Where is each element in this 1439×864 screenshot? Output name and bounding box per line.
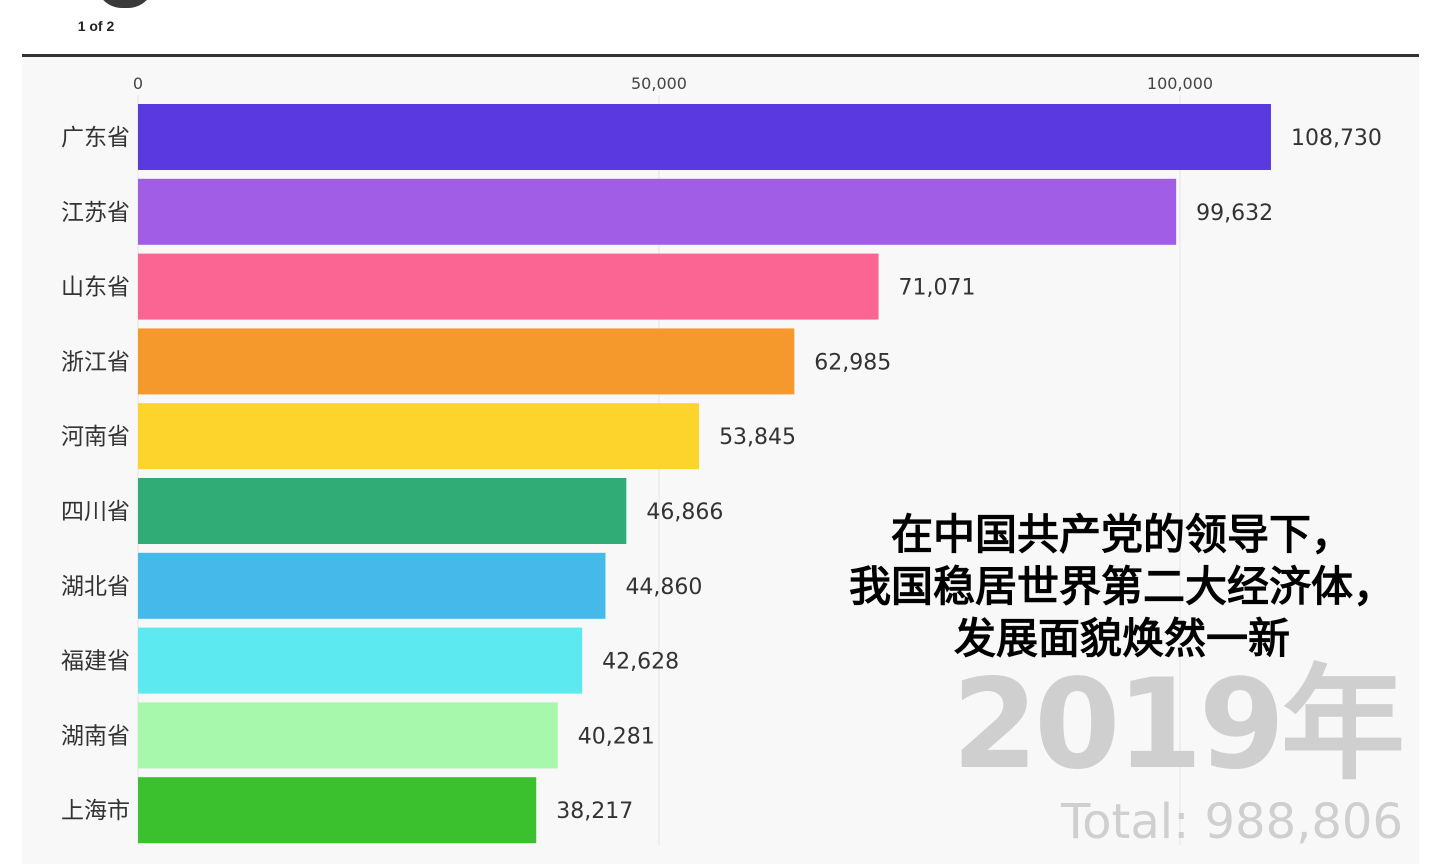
value-label: 44,860 xyxy=(625,575,702,600)
category-label: 广东省 xyxy=(61,125,130,151)
category-label: 上海市 xyxy=(61,798,130,824)
value-label: 53,845 xyxy=(719,425,796,450)
category-label: 湖北省 xyxy=(61,574,130,600)
x-tick-label: 50,000 xyxy=(631,74,687,93)
category-label: 浙江省 xyxy=(61,349,130,375)
category-label: 河南省 xyxy=(61,424,130,450)
value-label: 99,632 xyxy=(1196,201,1273,226)
category-label: 江苏省 xyxy=(61,200,130,226)
x-tick-label: 0 xyxy=(133,74,143,93)
value-label: 62,985 xyxy=(814,350,891,375)
pager-label: 1 of 2 xyxy=(77,18,115,34)
value-label: 46,866 xyxy=(646,500,723,525)
category-label: 福建省 xyxy=(61,649,130,675)
value-label: 71,071 xyxy=(899,276,976,301)
value-label: 42,628 xyxy=(602,650,679,675)
divider xyxy=(22,54,1419,57)
bar xyxy=(138,178,1177,245)
chart-panel: 0 50,000 100,000 广东省 108,730 江苏省 99,632 山东省 71,… xyxy=(22,57,1419,864)
caption: 在中国共产党的领导下， 我国稳居世界第二大经济体， 发展面貌焕然一新 xyxy=(802,509,1439,665)
value-label: 38,217 xyxy=(556,799,633,824)
bar xyxy=(138,478,627,544)
bar xyxy=(138,552,606,619)
bars: 广东省 108,730 江苏省 99,632 山东省 71,071 浙江省 62,985 河南省… xyxy=(61,104,1382,844)
bar xyxy=(138,627,583,694)
category-label: 山东省 xyxy=(61,275,130,301)
caption-line: 在中国共产党的领导下， xyxy=(890,510,1353,559)
total-label: Total: 988,806 xyxy=(1060,794,1403,850)
top-bar: 1 of 2 xyxy=(0,0,1439,56)
bar xyxy=(138,777,537,844)
caption-line: 发展面貌焕然一新 xyxy=(953,614,1290,663)
category-label: 湖南省 xyxy=(61,723,130,749)
bar xyxy=(138,253,879,320)
category-label: 四川省 xyxy=(61,499,130,525)
x-axis: 0 50,000 100,000 xyxy=(133,74,1213,93)
pager-circle-icon[interactable] xyxy=(96,0,154,8)
caption-line: 我国稳居世界第二大经济体， xyxy=(848,562,1395,611)
bar xyxy=(138,328,795,395)
bar xyxy=(138,104,1271,170)
bar-chart: 0 50,000 100,000 广东省 108,730 江苏省 99,632 山东省 71,… xyxy=(61,74,1382,845)
year-label: 2019年 xyxy=(951,653,1405,797)
bar xyxy=(138,403,700,470)
bar xyxy=(138,702,558,769)
value-label: 108,730 xyxy=(1291,126,1382,151)
value-label: 40,281 xyxy=(578,724,655,749)
x-tick-label: 100,000 xyxy=(1147,74,1213,93)
